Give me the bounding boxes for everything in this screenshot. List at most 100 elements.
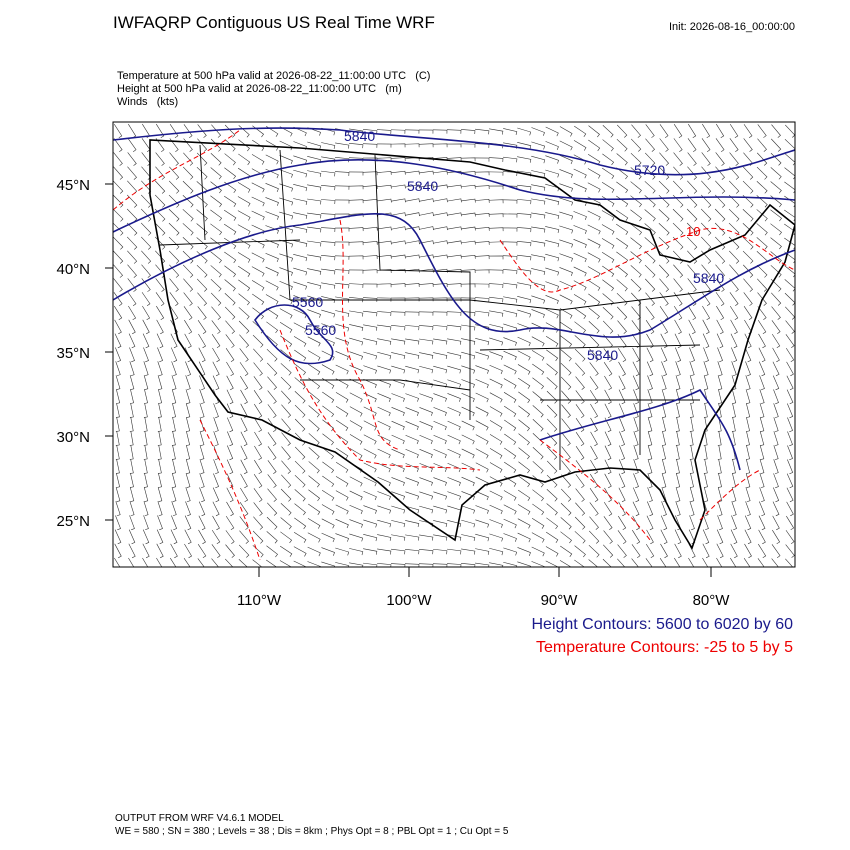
wind-barb bbox=[293, 226, 308, 233]
wind-barb bbox=[251, 210, 265, 221]
wind-barb bbox=[391, 407, 405, 417]
wind-barb bbox=[197, 306, 207, 320]
wind-barb bbox=[376, 129, 392, 134]
wind-barb bbox=[745, 389, 751, 404]
wind-barb bbox=[489, 462, 503, 473]
wind-barb bbox=[574, 307, 587, 320]
wind-barb bbox=[156, 333, 164, 349]
wind-barb bbox=[517, 184, 532, 191]
wind-barb bbox=[559, 308, 573, 319]
wind-barb bbox=[504, 419, 517, 432]
wind-barb bbox=[238, 279, 251, 292]
wind-barb bbox=[688, 543, 696, 559]
wind-barb bbox=[144, 473, 148, 488]
wind-barb bbox=[715, 138, 725, 152]
wind-barb bbox=[265, 197, 279, 206]
wind-barb bbox=[489, 364, 503, 375]
wind-barb bbox=[475, 365, 489, 374]
wind-barb bbox=[279, 321, 293, 333]
wind-barb bbox=[265, 294, 279, 305]
wind-barb bbox=[267, 404, 277, 418]
wind-barb bbox=[143, 515, 149, 531]
wind-barb bbox=[587, 238, 601, 249]
wind-barb bbox=[307, 281, 322, 290]
lat-label: 40°N bbox=[56, 261, 90, 278]
wind-barb bbox=[687, 292, 697, 306]
wind-barb bbox=[129, 347, 135, 363]
wind-barb bbox=[644, 209, 656, 222]
map-frame bbox=[112, 121, 796, 568]
wind-barb bbox=[647, 389, 653, 405]
wind-barb bbox=[688, 529, 696, 545]
wind-barb bbox=[744, 515, 752, 531]
wind-barb bbox=[587, 279, 601, 291]
wind-barb bbox=[661, 389, 667, 404]
wind-barb bbox=[700, 222, 712, 236]
wind-barb bbox=[632, 375, 640, 391]
wind-barb bbox=[294, 363, 306, 376]
wind-barb bbox=[128, 543, 136, 559]
wind-barb bbox=[771, 558, 779, 567]
wind-barb bbox=[716, 319, 724, 335]
wind-barb bbox=[644, 181, 656, 194]
wind-barb bbox=[390, 143, 406, 148]
wind-barb bbox=[419, 463, 433, 472]
wind-barb bbox=[616, 167, 628, 180]
wind-barb bbox=[157, 375, 163, 390]
wind-barb bbox=[574, 321, 586, 334]
wind-barb bbox=[348, 213, 364, 218]
wind-barb bbox=[717, 347, 723, 363]
wind-barb bbox=[363, 310, 378, 317]
wind-barb bbox=[293, 184, 308, 192]
wind-barb bbox=[461, 198, 476, 203]
wind-barb bbox=[336, 447, 349, 459]
wind-barb bbox=[279, 308, 293, 319]
wind-barb bbox=[362, 171, 378, 176]
wind-barb bbox=[293, 198, 308, 205]
wind-barb bbox=[170, 529, 178, 545]
wind-barb bbox=[743, 306, 753, 321]
wind-barb bbox=[771, 124, 781, 138]
wind-barb bbox=[489, 392, 503, 403]
wind-barb bbox=[115, 445, 120, 460]
wind-barb bbox=[728, 180, 740, 194]
wind-barb bbox=[196, 278, 208, 292]
wind-barb bbox=[701, 264, 711, 278]
wind-barb bbox=[363, 338, 378, 346]
wind-barb bbox=[224, 167, 237, 180]
wind-barb bbox=[210, 138, 222, 152]
wind-barb bbox=[517, 156, 532, 163]
wind-barb bbox=[196, 166, 208, 180]
wind-barb bbox=[559, 197, 574, 206]
wind-barb bbox=[126, 236, 138, 250]
wind-barb bbox=[226, 361, 235, 377]
wind-barb bbox=[461, 365, 476, 374]
wind-barb bbox=[673, 278, 683, 292]
wind-barb bbox=[559, 183, 573, 192]
wind-barb bbox=[281, 418, 291, 432]
wind-barb bbox=[114, 529, 122, 545]
wind-barb bbox=[237, 224, 251, 235]
wind-barb bbox=[213, 403, 219, 419]
wind-barb bbox=[363, 462, 377, 473]
wind-barb bbox=[171, 431, 176, 446]
wind-barb bbox=[391, 520, 406, 528]
wind-barb bbox=[281, 460, 291, 474]
wind-barb bbox=[743, 138, 753, 152]
wind-barb bbox=[240, 375, 249, 391]
wind-barb bbox=[265, 154, 279, 165]
wind-barb bbox=[349, 392, 363, 403]
wind-barb bbox=[675, 347, 682, 363]
wind-barb bbox=[377, 519, 392, 528]
wind-barb bbox=[674, 333, 682, 349]
wind-barb bbox=[546, 349, 559, 362]
wind-barb bbox=[224, 181, 237, 194]
wind-barb bbox=[546, 377, 558, 390]
wind-barb bbox=[602, 293, 614, 306]
wind-barb bbox=[212, 515, 220, 531]
wind-barb bbox=[157, 403, 162, 418]
wind-barb bbox=[675, 431, 680, 446]
field-label: Temperature at 500 hPa valid at 2026-08-… bbox=[117, 70, 430, 82]
wind-barb bbox=[210, 167, 222, 180]
wind-barb bbox=[266, 559, 277, 567]
